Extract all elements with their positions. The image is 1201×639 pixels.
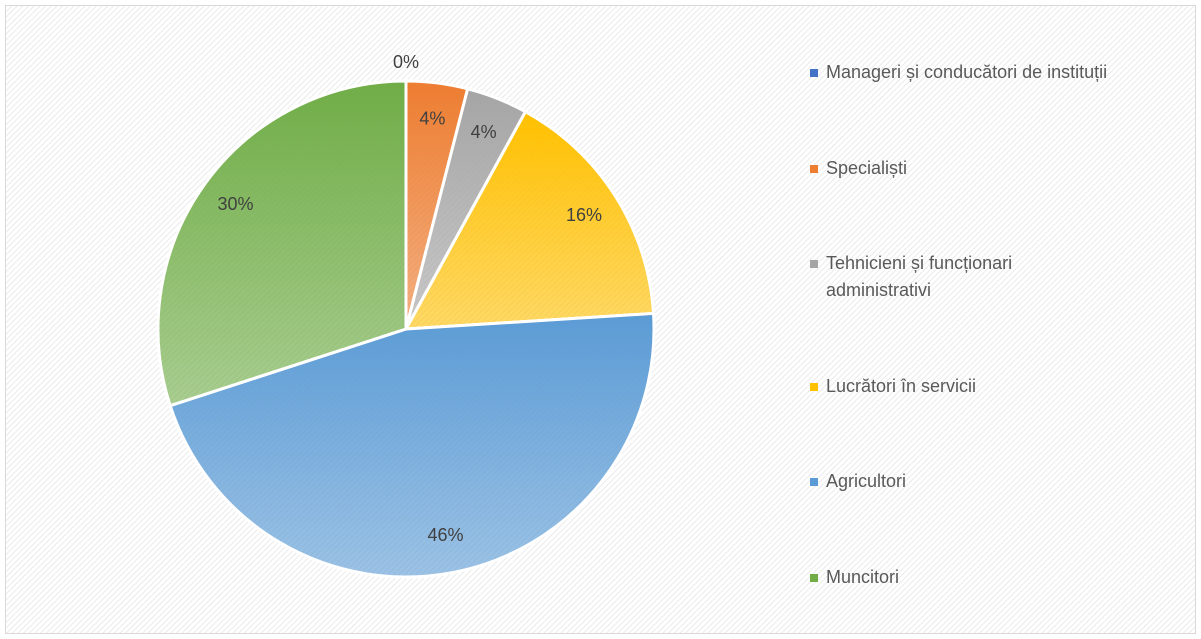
data-label: 0% (393, 52, 419, 72)
legend-label: Tehnicieni și funcționari administrativi (826, 253, 1013, 301)
data-label: 4% (471, 122, 497, 142)
legend-swatch (810, 382, 818, 391)
legend-swatch (810, 260, 818, 269)
legend-item: Muncitori (810, 564, 1195, 591)
legend-item: Manageri și conducători de instituții (810, 59, 1195, 86)
data-label: 16% (566, 205, 602, 225)
data-label: 4% (419, 109, 445, 129)
pie-slice (156, 79, 408, 408)
legend-label: Muncitori (826, 566, 900, 587)
data-label: 30% (217, 194, 253, 214)
data-label: 46% (427, 525, 463, 545)
legend-swatch (810, 164, 818, 173)
pie-slice (168, 311, 656, 579)
legend-label: Lucrători în servicii (826, 375, 977, 396)
legend-swatch (810, 69, 818, 78)
legend-item: Specialiști (810, 155, 1195, 182)
legend-label: Manageri și conducători de instituții (826, 62, 1108, 83)
legend-label: Specialiști (826, 157, 908, 178)
legend-swatch (810, 478, 818, 487)
pie-slice (403, 109, 656, 331)
legend-item: Tehnicieni și funcționari administrativi (810, 250, 1195, 304)
legend-item: Lucrători în servicii (810, 373, 1195, 400)
legend-swatch (810, 573, 818, 582)
legend: Manageri și conducători de instituții Spe… (810, 25, 1195, 625)
legend-item: Agricultori (810, 468, 1195, 495)
legend-label: Agricultori (826, 471, 907, 492)
